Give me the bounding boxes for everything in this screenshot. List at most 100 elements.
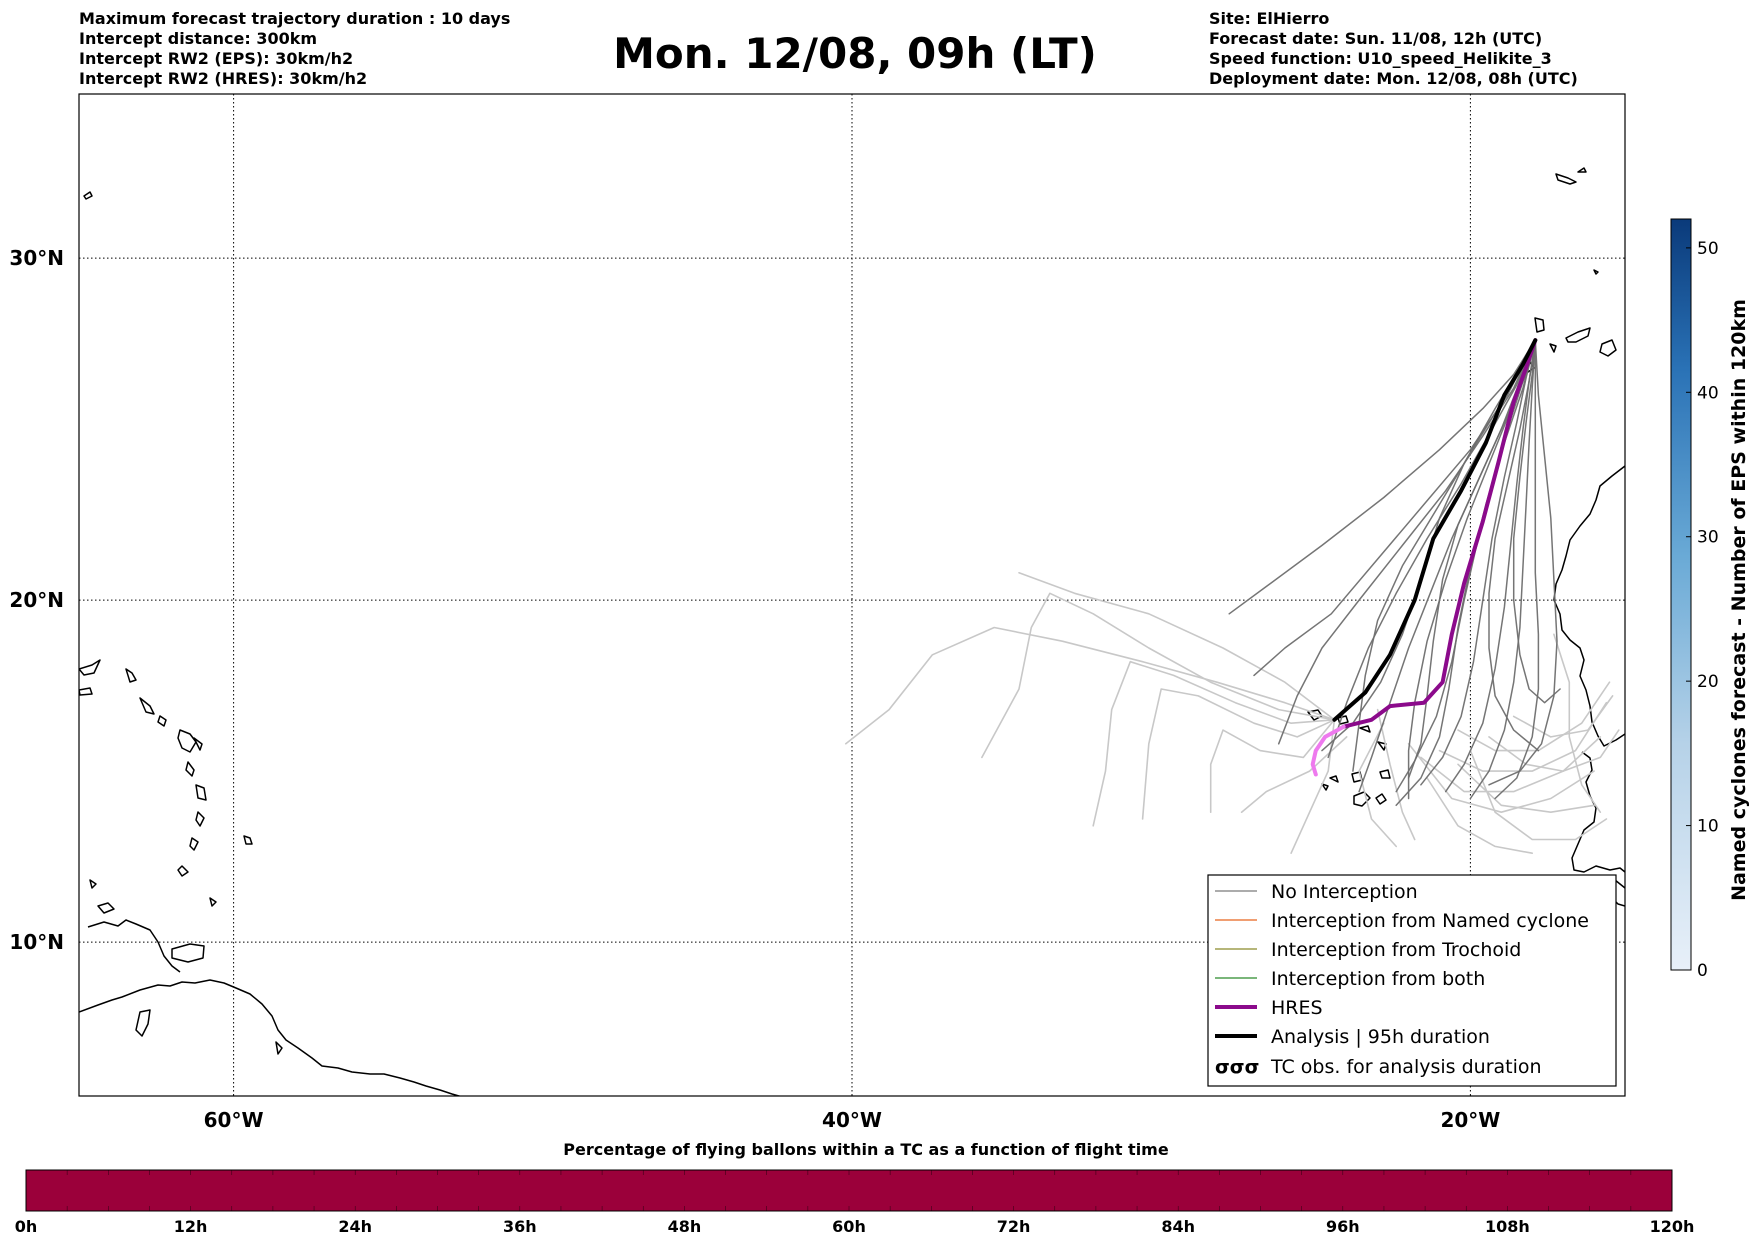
canary-islands-coastline [1549,343,1557,353]
antilles-coastline [157,715,167,727]
eps-trajectory-light [1376,708,1416,841]
lat-tick-label: 10°N [9,930,64,954]
page-title: Mon. 12/08, 09h (LT) [613,29,1097,78]
antilles-coastline [185,761,195,777]
eps-trajectory-no-interception [1488,339,1558,786]
header-right-line: Deployment date: Mon. 12/08, 08h (UTC) [1209,69,1578,88]
header-left-line: Maximum forecast trajectory duration : 1… [79,9,510,28]
legend-label: No Interception [1271,881,1418,903]
venezuela-coast-segment [87,919,181,973]
antilles-coastline [177,865,189,877]
eps-trajectory-light [1438,701,1608,772]
antilles-coastline [79,659,101,676]
antilles-coastline [139,697,155,715]
legend-label: Interception from Trochoid [1271,939,1521,961]
hres-track [1341,338,1538,729]
eps-trajectory-no-interception [1358,339,1537,793]
header-left-line: Intercept RW2 (HRES): 30km/h2 [79,69,367,88]
antilles-coastline [79,687,93,696]
eps-trajectory-no-interception [1444,339,1537,793]
header-left-line: Intercept RW2 (EPS): 30km/h2 [79,49,353,68]
legend-label: TC obs. for analysis duration [1270,1056,1542,1078]
hres-track-tail [1310,724,1346,777]
small-island-coastline [97,902,115,914]
analysis-track [1332,338,1538,722]
eps-trajectory-light [1488,729,1620,772]
legend-label: Analysis | 95h duration [1271,1026,1490,1048]
antilles-coastline [189,837,199,851]
antilles-coastline [125,668,137,683]
analysis-trajectory [1332,338,1538,722]
eps-trajectory-no-interception [1469,339,1537,800]
madeira-coastline [1593,269,1599,275]
eps-trajectories-light [845,572,1620,854]
eps-trajectory-light [1290,719,1336,854]
antilles-coastline [193,737,203,751]
legend-label: Interception from Named cyclone [1271,910,1589,932]
eps-trajectory-light [1407,743,1595,813]
small-island-coastline [275,1041,283,1055]
header-right-line: Site: ElHierro [1209,9,1329,28]
antilles-coastline [177,729,197,753]
africa-coastline [1571,751,1625,873]
cape-verde-coastline [1379,769,1391,779]
colorbar-flight-time-bar [25,1169,1673,1212]
lon-tick-label: 20°W [1440,1108,1500,1132]
lon-tick-label: 40°W [822,1108,882,1132]
eps-trajectory-no-interception [1277,339,1537,745]
colorbar-bottom-title: Percentage of flying ballons within a TC… [563,1140,1169,1159]
canary-islands-coastline [1534,317,1545,333]
flight-time-tick-label: 96h [1326,1217,1360,1236]
eps-trajectory-light [981,592,1336,759]
flight-time-tick-label: 24h [338,1217,372,1236]
colorbar-ticks [1686,247,1691,971]
lat-tick-label: 30°N [9,246,64,270]
canary-islands-coastline [1599,339,1617,357]
colorbar-named-cyclones: 0 10 20 30 40 50 Named cyclones forecast… [1670,218,1750,981]
header-right-line: Forecast date: Sun. 11/08, 12h (UTC) [1209,29,1542,48]
eps-trajectory-no-interception [1494,339,1540,800]
flight-time-tick-label: 72h [997,1217,1031,1236]
header-right-line: Speed function: U10_speed_Helikite_3 [1209,49,1552,68]
colorbar-tick-label: 10 [1697,817,1719,837]
header-left: Maximum forecast trajectory duration : 1… [79,9,510,88]
cape-verde-coastline [1353,791,1371,807]
antilles-coastline [195,811,205,827]
colorbar-gradient [1670,218,1692,971]
antilles-coastline [195,784,207,801]
eps-trajectory-light [1141,688,1336,820]
colorbar-tick-label: 40 [1697,383,1719,403]
colorbar-flight-time: Percentage of flying ballons within a TC… [15,1140,1695,1236]
latitude-labels: 10°N 20°N 30°N [9,246,64,954]
lat-tick-label: 20°N [9,588,64,612]
eps-trajectory-no-interception [1420,339,1537,786]
legend-label: Interception from both [1271,968,1485,990]
lon-tick-label: 60°W [204,1108,264,1132]
eps-trajectory-light [1358,722,1397,848]
eps-trajectory-no-interception [1228,339,1537,615]
legend: No Interception Interception from Named … [1207,874,1617,1087]
flight-time-tick-label: 0h [15,1217,38,1236]
antilles-coastline [209,897,217,907]
eps-trajectory-light [1092,660,1336,827]
colorbar-tick-label: 30 [1697,528,1719,548]
flight-time-tick-label: 84h [1161,1217,1195,1236]
africa-coastline [1614,879,1625,889]
eps-trajectory-light [1209,719,1336,813]
eps-trajectory-light [1426,777,1533,854]
colorbar-label: Named cyclones forecast - Number of EPS … [1728,299,1750,901]
cape-verde-coastline [1337,715,1349,725]
longitude-labels: 60°W 40°W 20°W [204,1108,1501,1132]
flight-time-tick-label: 12h [174,1217,208,1236]
colorbar-tick-label: 50 [1697,239,1719,259]
flight-time-tick-label: 36h [503,1217,537,1236]
trinidad-coastline [171,943,205,963]
eps-trajectory-no-interception [1327,339,1537,759]
eps-trajectory-light [1018,572,1336,721]
madeira-coastline [1577,167,1587,173]
colorbar-tick-label: 0 [1697,961,1708,981]
cape-verde-coastline [1329,775,1339,783]
eps-trajectory-light [1553,633,1602,813]
eps-trajectory-no-interception [1395,339,1537,807]
